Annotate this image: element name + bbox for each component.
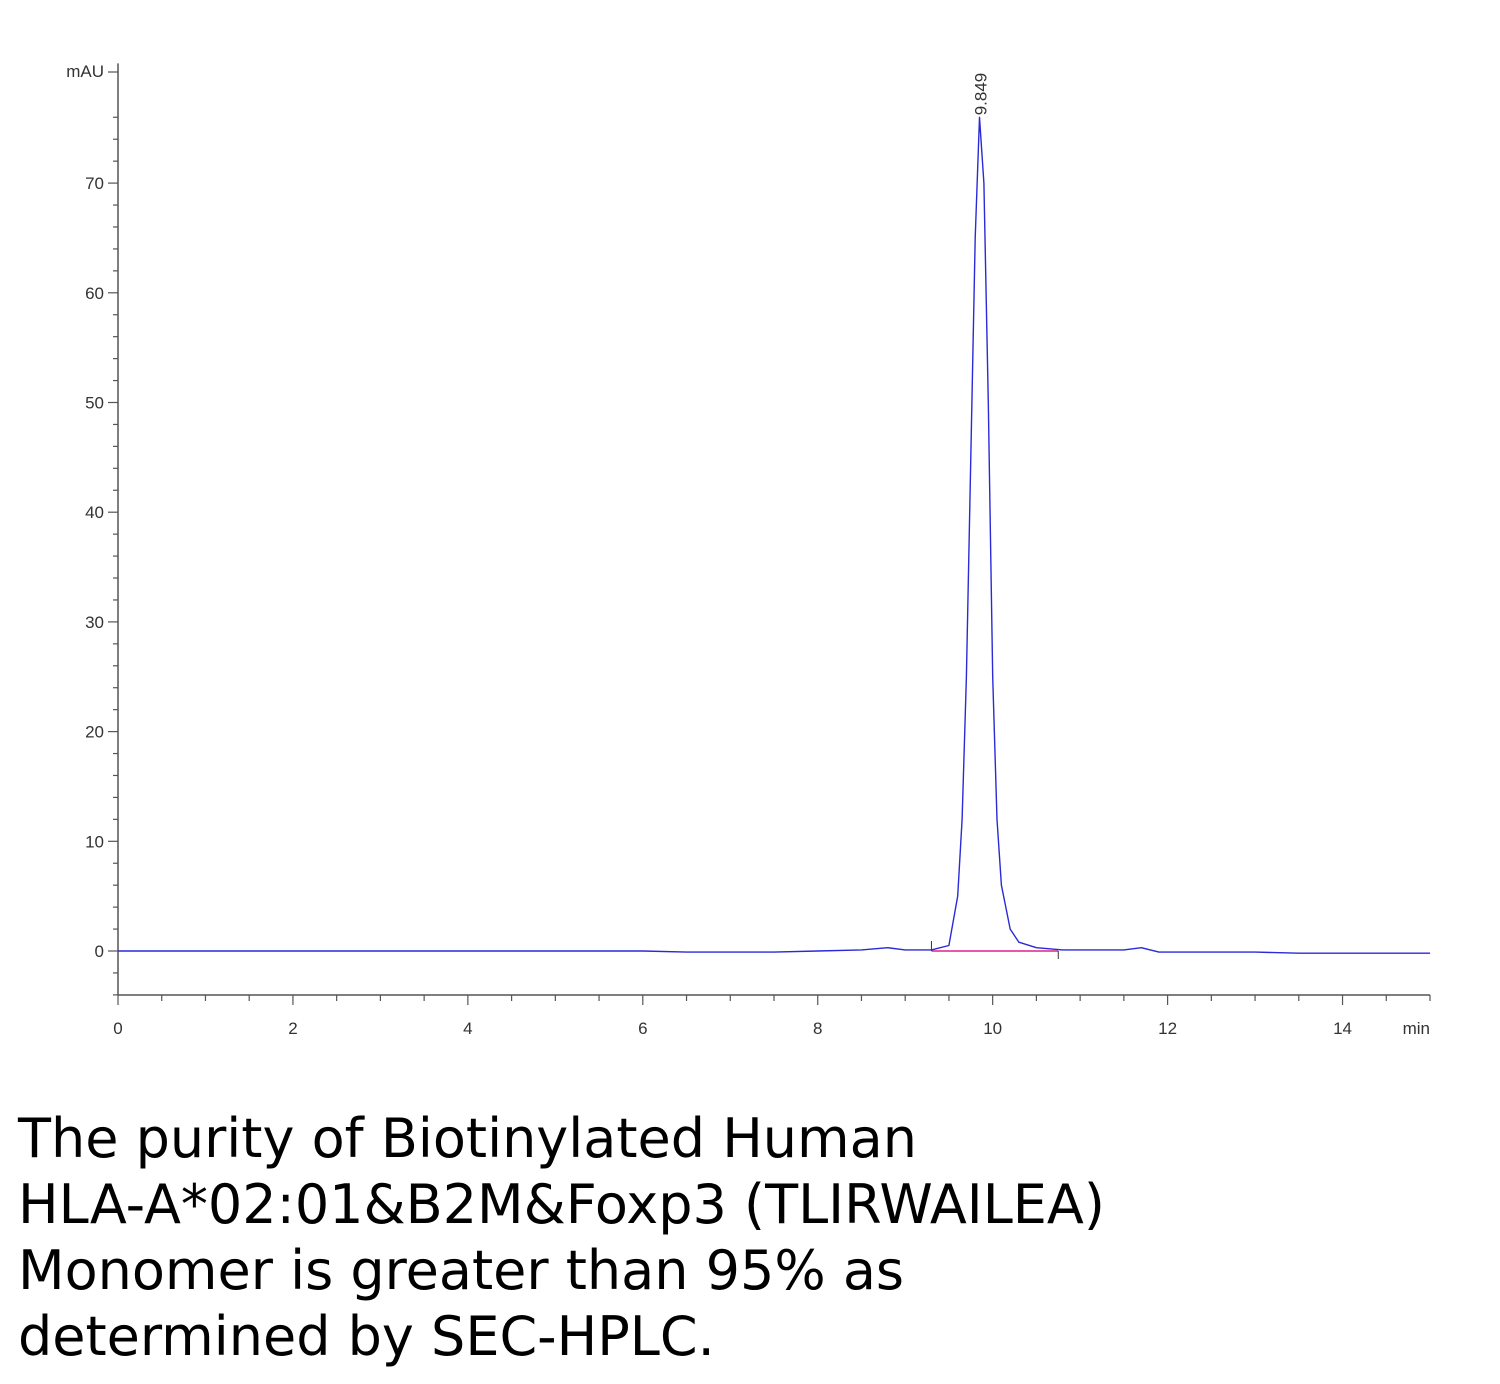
peak-annotation: 9.849 <box>971 73 990 116</box>
y-tick-label: 40 <box>85 503 104 522</box>
axes <box>117 63 1430 996</box>
x-tick-label: 2 <box>288 1019 297 1038</box>
caption-line-2: HLA-A*02:01&B2M&Foxp3 (TLIRWAILEA) <box>18 1173 1105 1236</box>
signal-trace <box>118 116 1430 954</box>
y-tick-label: 30 <box>85 613 104 632</box>
y-tick-label: 0 <box>95 942 104 961</box>
caption-line-4: determined by SEC-HPLC. <box>18 1305 715 1368</box>
y-tick-label: 50 <box>85 394 104 413</box>
x-tick-label: 8 <box>813 1019 822 1038</box>
series-group <box>118 116 1430 959</box>
y-tick-label: 60 <box>85 284 104 303</box>
axis-tick-labels: 0 10 20 30 40 50 60 70 0 2 4 6 8 10 12 14 <box>85 174 1352 1038</box>
caption-line-3: Monomer is greater than 95% as <box>18 1239 905 1302</box>
x-tick-label: 0 <box>113 1019 122 1038</box>
y-tick-label: 20 <box>85 723 104 742</box>
x-tick-label: 4 <box>463 1019 472 1038</box>
chromatogram-chart: 0 10 20 30 40 50 60 70 0 2 4 6 8 10 12 14 mAU min 9.849 <box>66 62 1431 1038</box>
y-tick-label: 70 <box>85 174 104 193</box>
x-tick-label: 12 <box>1158 1019 1177 1038</box>
axis-ticks <box>108 71 1431 1005</box>
x-tick-label: 10 <box>983 1019 1002 1038</box>
x-tick-label: 6 <box>638 1019 647 1038</box>
y-tick-label: 10 <box>85 832 104 851</box>
figure-caption: The purity of Biotinylated Human HLA-A*0… <box>18 1106 1478 1370</box>
y-axis-unit-label: mAU <box>66 62 104 81</box>
caption-line-1: The purity of Biotinylated Human <box>18 1107 917 1170</box>
x-axis-unit-label: min <box>1403 1019 1430 1038</box>
x-tick-label: 14 <box>1333 1019 1352 1038</box>
